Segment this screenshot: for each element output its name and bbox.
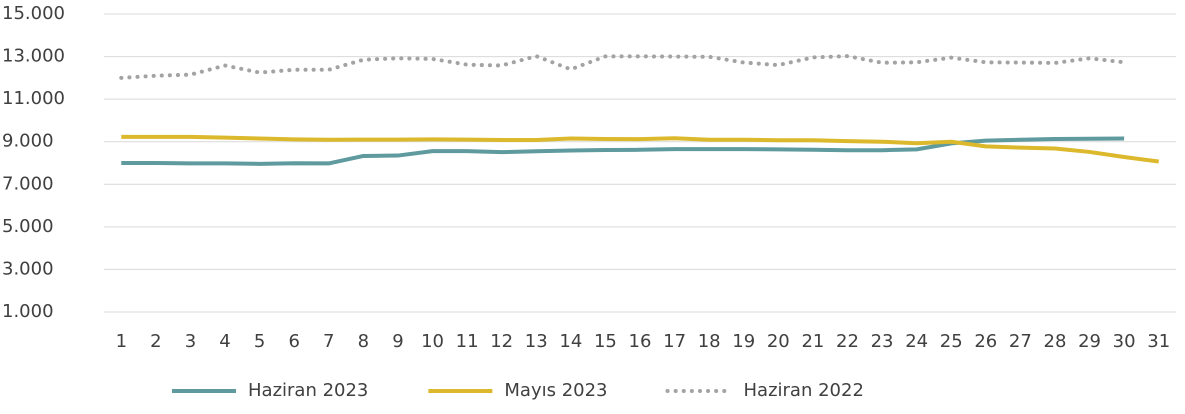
y-tick-label: 11.000	[2, 88, 65, 109]
y-tick-label: 9.000	[2, 131, 54, 152]
y-tick-label: 3.000	[2, 258, 54, 279]
x-tick-label: 1	[116, 331, 127, 352]
y-tick-label: 5.000	[2, 216, 54, 237]
x-tick-label: 13	[525, 331, 548, 352]
x-tick-label: 28	[1044, 331, 1067, 352]
x-tick-label: 27	[1009, 331, 1032, 352]
legend-label: Mayıs 2023	[504, 380, 607, 401]
x-tick-label: 11	[456, 331, 479, 352]
x-tick-label: 18	[698, 331, 721, 352]
x-tick-label: 19	[732, 331, 755, 352]
legend-label: Haziran 2022	[744, 380, 864, 401]
x-tick-label: 31	[1147, 331, 1170, 352]
x-tick-label: 8	[358, 331, 369, 352]
x-tick-label: 3	[185, 331, 196, 352]
x-tick-label: 16	[629, 331, 652, 352]
x-tick-label: 24	[905, 331, 928, 352]
legend-label: Haziran 2023	[248, 380, 368, 401]
x-tick-label: 12	[490, 331, 513, 352]
x-tick-label: 7	[323, 331, 334, 352]
x-tick-label: 6	[288, 331, 299, 352]
x-tick-label: 9	[392, 331, 403, 352]
x-tick-label: 29	[1078, 331, 1101, 352]
x-tick-label: 26	[974, 331, 997, 352]
x-tick-label: 23	[871, 331, 894, 352]
y-tick-label: 1.000	[2, 301, 54, 322]
x-tick-label: 17	[663, 331, 686, 352]
x-tick-label: 15	[594, 331, 617, 352]
x-tick-label: 21	[801, 331, 824, 352]
x-tick-label: 25	[940, 331, 963, 352]
x-tick-label: 20	[767, 331, 790, 352]
x-tick-label: 10	[421, 331, 444, 352]
x-tick-label: 14	[559, 331, 582, 352]
y-tick-label: 15.000	[2, 3, 65, 24]
series-line	[121, 134, 1159, 164]
x-tick-label: 22	[836, 331, 859, 352]
y-tick-label: 7.000	[2, 173, 54, 194]
x-tick-label: 5	[254, 331, 265, 352]
series-line	[119, 54, 1127, 80]
x-tick-label: 2	[150, 331, 161, 352]
x-tick-label: 4	[219, 331, 230, 352]
x-tick-label: 30	[1113, 331, 1136, 352]
y-tick-label: 13.000	[2, 46, 65, 67]
series-line	[121, 136, 1125, 166]
